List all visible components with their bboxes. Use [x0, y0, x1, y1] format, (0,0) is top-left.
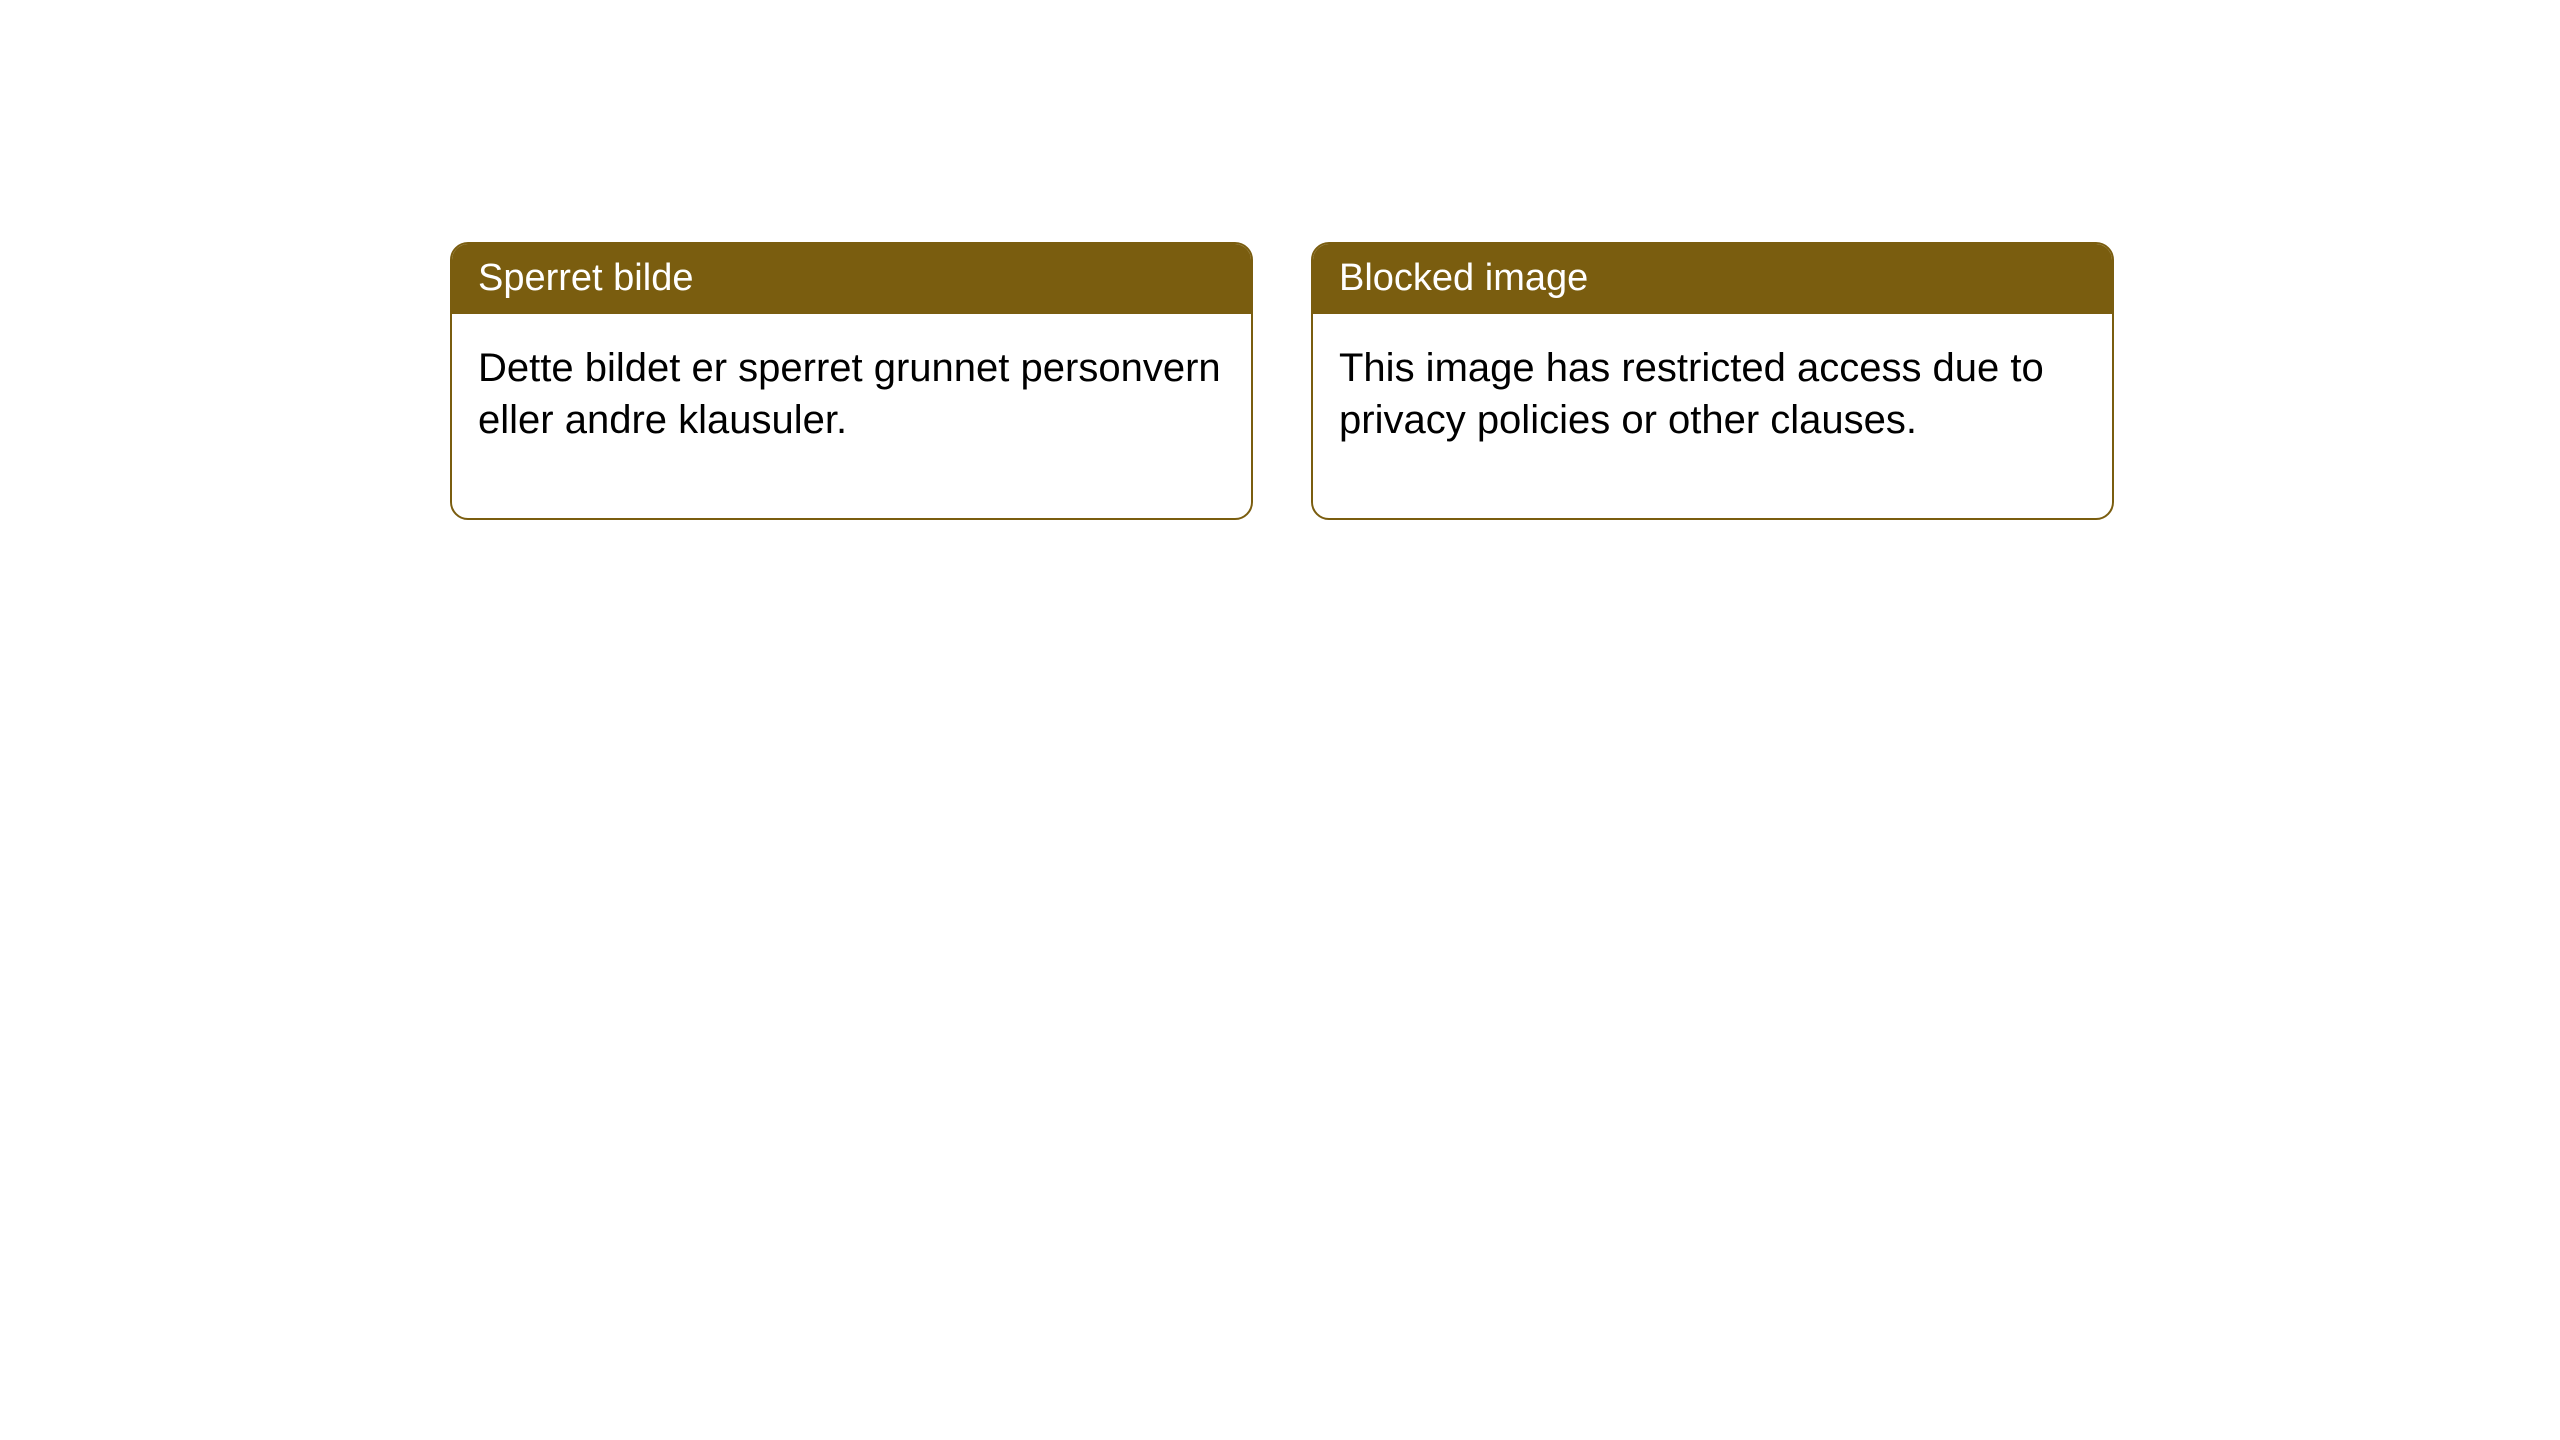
card-header: Blocked image — [1313, 244, 2112, 314]
card-body-text: Dette bildet er sperret grunnet personve… — [478, 346, 1221, 442]
card-body: Dette bildet er sperret grunnet personve… — [452, 314, 1251, 518]
notice-container: Sperret bilde Dette bildet er sperret gr… — [450, 242, 2114, 520]
blocked-image-card-en: Blocked image This image has restricted … — [1311, 242, 2114, 520]
card-title: Blocked image — [1339, 257, 1588, 299]
blocked-image-card-no: Sperret bilde Dette bildet er sperret gr… — [450, 242, 1253, 520]
card-header: Sperret bilde — [452, 244, 1251, 314]
card-title: Sperret bilde — [478, 257, 693, 299]
card-body-text: This image has restricted access due to … — [1339, 346, 2044, 442]
card-body: This image has restricted access due to … — [1313, 314, 2112, 518]
